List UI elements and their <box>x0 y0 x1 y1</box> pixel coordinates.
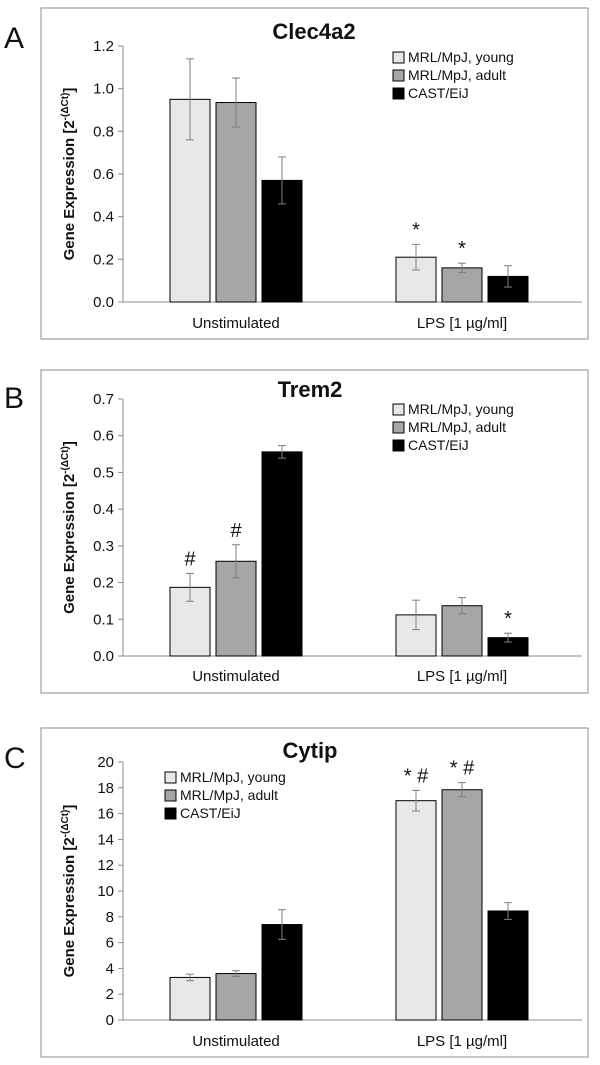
y-tick-label: 0.5 <box>93 464 114 481</box>
y-tick-label: 0.7 <box>93 391 114 408</box>
y-tick-label: 2 <box>106 986 114 1003</box>
legend-label: CAST/EiJ <box>408 437 469 453</box>
bar <box>215 102 257 303</box>
x-category-label: Unstimulated <box>192 668 280 685</box>
bar <box>395 800 437 1021</box>
legend-swatch <box>392 69 405 82</box>
bar <box>215 973 257 1021</box>
legend-swatch <box>164 807 177 820</box>
legend-label: MRL/MpJ, adult <box>408 419 506 435</box>
y-tick-label: 4 <box>106 960 114 977</box>
legend-label: MRL/MpJ, adult <box>180 787 278 803</box>
significance-marker: * <box>504 608 512 630</box>
legend-swatch <box>392 421 405 434</box>
significance-marker: * # <box>450 758 475 780</box>
legend-swatch <box>164 789 177 802</box>
bar <box>261 451 303 657</box>
y-tick-label: 0.2 <box>93 251 114 268</box>
x-category-label: LPS [1 µg/ml] <box>417 1033 507 1050</box>
y-axis-label-sup: -(ΔCt) <box>60 810 71 838</box>
y-axis-label-sup: -(ΔCt) <box>60 93 71 121</box>
y-tick-label: 1.2 <box>93 38 114 55</box>
y-tick-label: 0.0 <box>93 648 114 665</box>
y-tick-label: 14 <box>97 831 114 848</box>
y-tick-label: 0.0 <box>93 294 114 311</box>
legend-label: CAST/EiJ <box>180 805 241 821</box>
panel-letter: A <box>4 22 24 55</box>
y-tick-label: 20 <box>97 754 114 771</box>
y-tick-label: 0.2 <box>93 575 114 592</box>
y-tick-label: 0.6 <box>93 428 114 445</box>
y-tick-label: 6 <box>106 935 114 952</box>
y-axis-label-close: ] <box>61 805 78 810</box>
legend-swatch <box>392 51 405 64</box>
y-tick-label: 12 <box>97 857 114 874</box>
x-category-label: Unstimulated <box>192 1033 280 1050</box>
x-category-label: LPS [1 µg/ml] <box>417 668 507 685</box>
y-tick-label: 0 <box>106 1012 114 1029</box>
chart-title: Clec4a2 <box>272 19 355 44</box>
legend-swatch <box>392 87 405 100</box>
y-axis-label-main: Gene Expression [2 <box>61 474 78 614</box>
panel-letter: B <box>4 382 24 415</box>
bar <box>261 924 303 1021</box>
y-tick-label: 0.4 <box>93 209 114 226</box>
legend-label: MRL/MpJ, young <box>408 49 514 65</box>
legend-label: MRL/MpJ, adult <box>408 67 506 83</box>
legend-label: MRL/MpJ, young <box>408 401 514 417</box>
y-axis-label-close: ] <box>61 88 78 93</box>
y-tick-label: 0.8 <box>93 123 114 140</box>
legend-label: MRL/MpJ, young <box>180 769 286 785</box>
y-axis-label-close: ] <box>61 441 78 446</box>
significance-marker: * # <box>404 765 429 787</box>
y-tick-label: 8 <box>106 909 114 926</box>
chart-panel-b: B Trem2 0.0 0.1 0.2 0.3 0.4 0.5 0.6 0.7 Gene Expre… <box>4 369 589 694</box>
y-tick-label: 0.4 <box>93 501 114 518</box>
x-category-label: LPS [1 µg/ml] <box>417 315 507 332</box>
x-category-label: Unstimulated <box>192 315 280 332</box>
legend-swatch <box>392 403 405 416</box>
y-axis-label: Gene Expression [2-(ΔCt)] <box>60 441 78 614</box>
y-tick-label: 0.6 <box>93 166 114 183</box>
y-tick-label: 10 <box>97 883 114 900</box>
y-axis-label-main: Gene Expression [2 <box>61 120 78 260</box>
y-tick-label: 16 <box>97 806 114 823</box>
y-axis-label: Gene Expression [2-(ΔCt)] <box>60 88 78 261</box>
legend-swatch <box>164 771 177 784</box>
y-axis-label-main: Gene Expression [2 <box>61 837 78 977</box>
bar <box>487 910 529 1021</box>
y-tick-label: 18 <box>97 780 114 797</box>
panel-letter: C <box>4 742 26 775</box>
chart-title: Trem2 <box>278 377 343 402</box>
significance-marker: * <box>412 219 420 241</box>
legend-label: CAST/EiJ <box>408 85 469 101</box>
y-axis-label-sup: -(ΔCt) <box>60 446 71 474</box>
significance-marker: # <box>184 548 196 570</box>
significance-marker: # <box>230 520 242 542</box>
bar <box>441 789 483 1021</box>
chart-panel-c: C Cytip 0 2 4 6 8 10 12 14 16 18 20 Gene Expression [… <box>4 727 589 1058</box>
chart-panel-a: A Clec4a2 0.0 0.2 0.4 0.6 0.8 1.0 1.2 Gene Expres… <box>4 7 589 340</box>
legend-swatch <box>392 439 405 452</box>
significance-marker: * <box>458 238 466 260</box>
bar <box>169 976 211 1021</box>
chart-title: Cytip <box>283 738 338 763</box>
y-tick-label: 0.3 <box>93 538 114 555</box>
y-tick-label: 0.1 <box>93 611 114 628</box>
y-axis-label: Gene Expression [2-(ΔCt)] <box>60 805 78 978</box>
y-tick-label: 1.0 <box>93 81 114 98</box>
